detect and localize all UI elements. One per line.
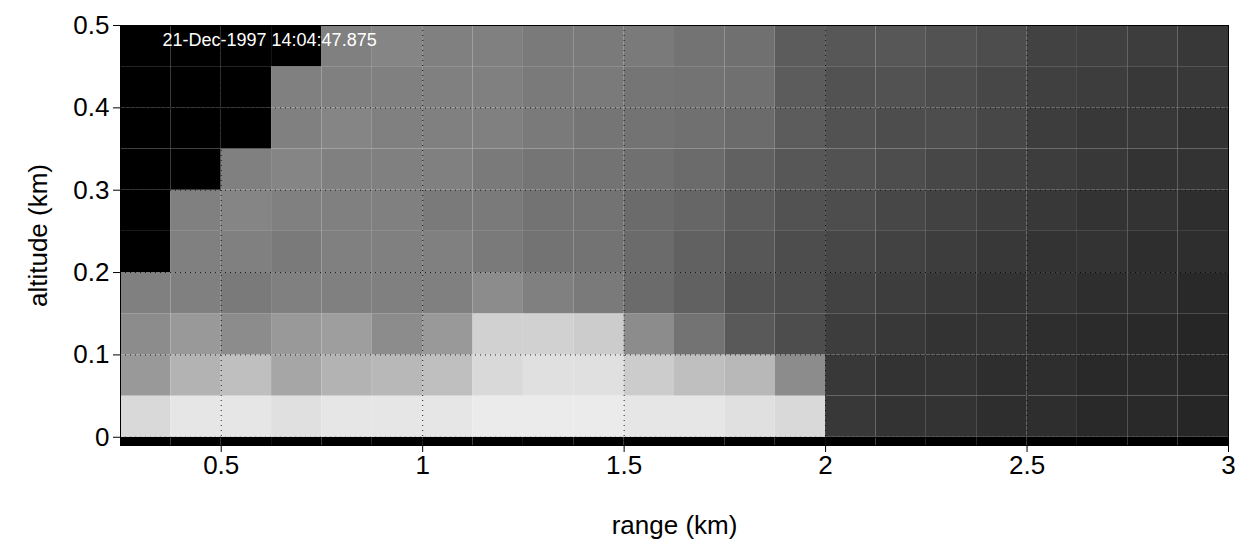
svg-text:21-Dec-1997 14:04:47.875: 21-Dec-1997 14:04:47.875 bbox=[163, 30, 377, 50]
svg-text:0.1: 0.1 bbox=[73, 339, 109, 369]
svg-text:2.5: 2.5 bbox=[1009, 450, 1045, 480]
svg-text:1: 1 bbox=[415, 450, 429, 480]
svg-text:range (km): range (km) bbox=[612, 510, 738, 540]
svg-text:0.2: 0.2 bbox=[73, 257, 109, 287]
svg-text:0.3: 0.3 bbox=[73, 175, 109, 205]
svg-text:altitude (km): altitude (km) bbox=[23, 164, 53, 307]
svg-text:0.4: 0.4 bbox=[73, 92, 109, 122]
svg-text:0.5: 0.5 bbox=[73, 10, 109, 40]
svg-text:3: 3 bbox=[1221, 450, 1235, 480]
svg-text:2: 2 bbox=[818, 450, 832, 480]
svg-text:0: 0 bbox=[95, 422, 109, 452]
svg-text:1.5: 1.5 bbox=[606, 450, 642, 480]
svg-text:0.5: 0.5 bbox=[203, 450, 239, 480]
